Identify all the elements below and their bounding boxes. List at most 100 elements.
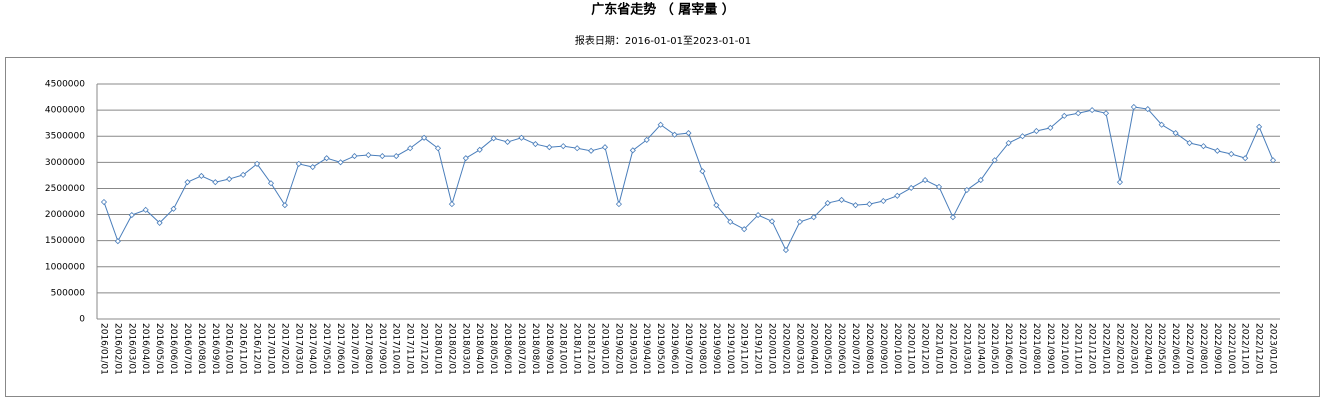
data-point <box>824 200 831 207</box>
x-tick-label: 2020/07/01 <box>850 323 860 375</box>
chart-subtitle: 报表日期：2016-01-01至2023-01-01 <box>575 34 751 47</box>
x-tick-label: 2020/10/01 <box>892 323 902 375</box>
data-point <box>1061 112 1068 119</box>
data-point <box>240 171 247 178</box>
x-tick-label: 2022/06/01 <box>1170 323 1180 375</box>
data-point <box>184 179 191 186</box>
data-point <box>949 214 957 221</box>
data-point <box>866 201 873 208</box>
data-point <box>852 202 859 209</box>
data-point <box>309 163 316 171</box>
data-point <box>365 151 372 159</box>
x-tick-label: 2016/04/01 <box>140 323 150 375</box>
x-tick-label: 2019/10/01 <box>725 323 735 375</box>
data-point <box>782 247 789 254</box>
data-point <box>546 144 553 151</box>
x-tick-label: 2018/09/01 <box>544 323 554 375</box>
data-point <box>699 168 706 175</box>
data-point <box>977 177 984 184</box>
x-tick-label: 2021/03/01 <box>961 323 971 375</box>
data-point <box>935 183 943 190</box>
data-point <box>351 153 358 160</box>
x-tick-label: 2021/12/01 <box>1087 323 1097 375</box>
y-tick-label: 0 <box>79 315 85 325</box>
x-tick-label: 2016/02/01 <box>112 323 122 375</box>
data-point <box>991 157 998 164</box>
y-tick-label: 1500000 <box>45 236 85 246</box>
data-point <box>685 130 692 137</box>
data-point <box>894 192 901 199</box>
x-tick-label: 2022/08/01 <box>1198 323 1208 375</box>
x-tick-label: 2017/02/01 <box>279 323 289 375</box>
data-point <box>407 145 414 152</box>
data-point <box>1172 130 1179 137</box>
x-tick-label: 2017/05/01 <box>321 323 331 375</box>
x-tick-label: 2016/05/01 <box>154 323 164 375</box>
x-tick-label: 2020/04/01 <box>808 323 818 375</box>
data-point <box>741 226 748 233</box>
data-point <box>518 134 525 141</box>
x-tick-label: 2018/12/01 <box>586 323 596 375</box>
x-tick-label: 2020/08/01 <box>864 323 874 375</box>
data-point <box>1200 143 1207 150</box>
x-tick-label: 2019/12/01 <box>753 323 763 375</box>
x-tick-label: 2018/06/01 <box>502 323 512 375</box>
x-tick-label: 2016/11/01 <box>238 323 248 375</box>
data-point <box>713 202 720 209</box>
x-tick-label: 2021/10/01 <box>1059 323 1069 375</box>
x-tick-label: 2016/12/01 <box>252 323 262 375</box>
data-point <box>1186 139 1193 147</box>
data-point <box>420 134 428 141</box>
x-tick-label: 2016/03/01 <box>126 323 136 375</box>
y-tick-label: 4000000 <box>45 106 85 116</box>
x-tick-label: 2022/04/01 <box>1142 323 1152 375</box>
x-tick-label: 2022/10/01 <box>1226 323 1236 375</box>
data-line <box>103 106 1274 252</box>
data-point <box>1269 157 1277 164</box>
data-point <box>142 206 149 213</box>
x-tick-label: 2022/05/01 <box>1156 323 1166 375</box>
x-tick-label: 2021/08/01 <box>1031 323 1041 375</box>
data-point <box>114 238 121 245</box>
x-tick-label: 2022/03/01 <box>1128 323 1138 375</box>
x-tick-label: 2016/06/01 <box>168 323 178 375</box>
x-tick-label: 2021/05/01 <box>989 323 999 375</box>
x-tick-label: 2019/04/01 <box>641 323 651 375</box>
data-point <box>838 196 845 203</box>
x-tick-label: 2022/12/01 <box>1254 323 1264 375</box>
x-tick-label: 2018/01/01 <box>432 323 442 375</box>
y-tick-label: 2500000 <box>45 184 85 194</box>
data-point <box>379 153 386 160</box>
x-tick-label: 2021/09/01 <box>1045 323 1055 375</box>
data-point <box>462 155 469 162</box>
x-tick-label: 2016/08/01 <box>196 323 206 375</box>
data-point <box>1005 139 1012 147</box>
data-point <box>1144 106 1151 113</box>
data-point <box>768 218 776 225</box>
data-point <box>963 186 970 194</box>
y-tick-label: 4500000 <box>45 80 85 90</box>
x-tick-label: 2018/10/01 <box>558 323 568 375</box>
x-tick-label: 2017/01/01 <box>265 323 275 375</box>
x-tick-label: 2019/05/01 <box>655 323 665 375</box>
x-tick-label: 2021/06/01 <box>1003 323 1013 375</box>
x-tick-label: 2017/09/01 <box>377 323 387 375</box>
x-tick-label: 2019/07/01 <box>683 323 693 375</box>
data-point <box>1256 123 1263 130</box>
data-point <box>588 147 595 154</box>
x-tick-label: 2019/03/01 <box>627 323 637 375</box>
data-point <box>908 184 915 191</box>
data-point <box>253 160 261 167</box>
x-tick-label: 2022/09/01 <box>1212 323 1222 375</box>
data-point <box>796 218 803 225</box>
data-point <box>1075 110 1082 117</box>
data-point <box>448 201 455 208</box>
data-point <box>504 138 511 146</box>
x-tick-label: 2020/01/01 <box>767 323 777 375</box>
data-point <box>615 201 622 208</box>
data-point <box>212 179 219 186</box>
data-point <box>476 146 483 153</box>
data-point <box>601 144 609 151</box>
y-tick-label: 3500000 <box>45 132 85 142</box>
